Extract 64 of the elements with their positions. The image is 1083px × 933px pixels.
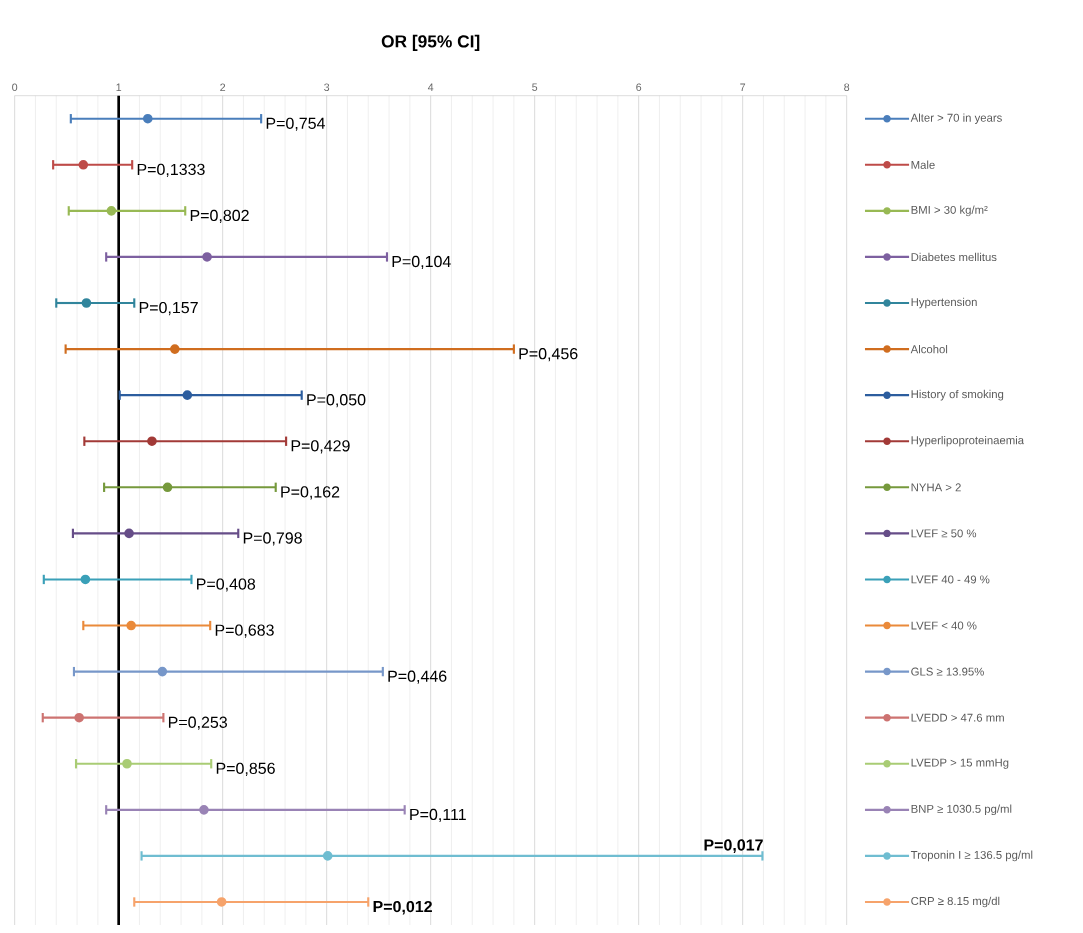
point: [126, 620, 136, 631]
annotation: P=0,157: [139, 301, 198, 316]
point: [170, 344, 180, 354]
annotation: P=0,856: [216, 762, 275, 776]
legend-label: Diabetes mellitus: [911, 252, 997, 262]
legend-label: LVEF ≥ 50 %: [911, 529, 977, 538]
point: [202, 252, 212, 262]
point: [199, 805, 209, 815]
x-tick-label: 4: [427, 83, 434, 91]
point: [81, 298, 92, 308]
point: [216, 897, 227, 907]
legend-label: LVEDD > 47.6 mm: [911, 713, 1004, 722]
annotation: P=0,802: [190, 209, 249, 224]
point: [182, 390, 193, 400]
legend-label: BMI > 30 kg/m²: [911, 205, 988, 217]
legend-label: Male: [911, 160, 935, 169]
x-tick-label: 5: [532, 83, 538, 91]
point: [74, 712, 84, 723]
annotation: P=0,754: [266, 117, 325, 131]
x-tick-label: 2: [220, 83, 226, 91]
x-tick-label: 0: [12, 83, 18, 91]
annotation: P=0,162: [281, 486, 340, 500]
annotation: P=0,050: [307, 394, 366, 408]
point: [78, 159, 89, 170]
legend-label: NYHA > 2: [911, 483, 961, 492]
x-tick-label: 8: [844, 83, 850, 91]
annotation: P=0,017: [704, 839, 763, 853]
legend-label: Alcohol: [910, 344, 948, 354]
annotation: P=0,253: [168, 716, 227, 730]
annotation: P=0,104: [392, 255, 451, 270]
annotation: P=0,456: [519, 348, 578, 362]
legend-label: Troponin I ≥ 136.5 pg/ml: [910, 850, 1033, 862]
legend-label: LVEF 40 - 49 %: [911, 575, 990, 584]
annotation: P=0,683: [215, 624, 274, 638]
legend-label: GLS ≥ 13.95%: [911, 667, 984, 676]
legend-label: LVEF < 40 %: [911, 621, 977, 630]
x-tick-label: 6: [636, 83, 642, 91]
point: [142, 113, 153, 124]
x-tick-label: 1: [116, 83, 122, 91]
legend-label: BNP ≥ 1030.5 pg/ml: [911, 804, 1012, 816]
legend-label: Alter > 70 in years: [910, 113, 1002, 124]
legend-label: LVEDP > 15 mmHg: [911, 758, 1009, 769]
annotation: P=0,408: [197, 578, 256, 592]
annotation: P=0,1333: [137, 163, 205, 177]
annotation: P=0,012: [373, 900, 432, 915]
legend-label: History of smoking: [911, 389, 1004, 401]
annotation: P=0,429: [291, 440, 350, 454]
chart-title: OR [95% CI]: [381, 34, 480, 51]
annotation: P=0,446: [388, 670, 447, 684]
x-tick-label: 3: [324, 83, 330, 91]
point: [157, 666, 168, 677]
legend-label: Hyperlipoproteinaemia: [911, 435, 1025, 447]
annotation: P=0,111: [410, 808, 466, 822]
legend-label: Hypertension: [911, 297, 977, 309]
x-tick-label: 7: [740, 83, 746, 91]
point: [80, 574, 91, 585]
legend-label: CRP ≥ 8.15 mg/dl: [911, 896, 1000, 908]
annotation: P=0,798: [243, 532, 302, 546]
point: [322, 851, 333, 861]
point: [122, 758, 132, 769]
point: [162, 482, 173, 493]
point: [106, 206, 117, 216]
point: [124, 528, 134, 539]
point: [147, 436, 157, 447]
